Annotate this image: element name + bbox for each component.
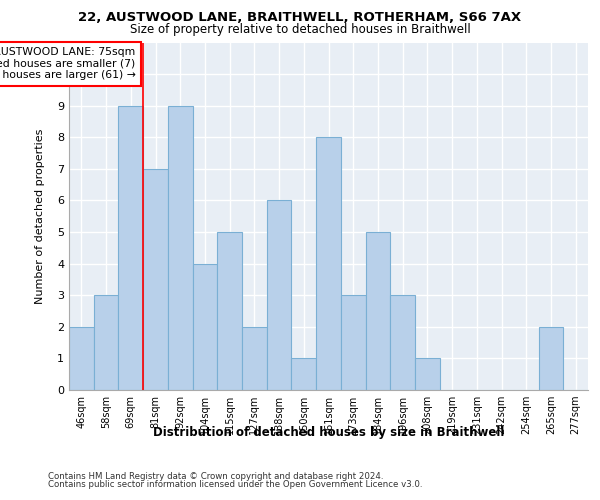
Bar <box>168 106 193 390</box>
Bar <box>390 295 415 390</box>
Bar <box>341 295 365 390</box>
Bar <box>415 358 440 390</box>
Text: Contains HM Land Registry data © Crown copyright and database right 2024.: Contains HM Land Registry data © Crown c… <box>48 472 383 481</box>
Y-axis label: Number of detached properties: Number of detached properties <box>35 128 44 304</box>
Text: Contains public sector information licensed under the Open Government Licence v3: Contains public sector information licen… <box>48 480 422 489</box>
Text: Distribution of detached houses by size in Braithwell: Distribution of detached houses by size … <box>153 426 505 439</box>
Bar <box>267 200 292 390</box>
Text: 22 AUSTWOOD LANE: 75sqm
← 10% of detached houses are smaller (7)
88% of semi-det: 22 AUSTWOOD LANE: 75sqm ← 10% of detache… <box>0 47 136 80</box>
Bar <box>94 295 118 390</box>
Text: 22, AUSTWOOD LANE, BRAITHWELL, ROTHERHAM, S66 7AX: 22, AUSTWOOD LANE, BRAITHWELL, ROTHERHAM… <box>79 11 521 24</box>
Bar <box>118 106 143 390</box>
Text: Size of property relative to detached houses in Braithwell: Size of property relative to detached ho… <box>130 22 470 36</box>
Bar <box>143 169 168 390</box>
Bar <box>193 264 217 390</box>
Bar <box>217 232 242 390</box>
Bar <box>539 327 563 390</box>
Bar <box>365 232 390 390</box>
Bar <box>316 138 341 390</box>
Bar <box>292 358 316 390</box>
Bar <box>242 327 267 390</box>
Bar <box>69 327 94 390</box>
